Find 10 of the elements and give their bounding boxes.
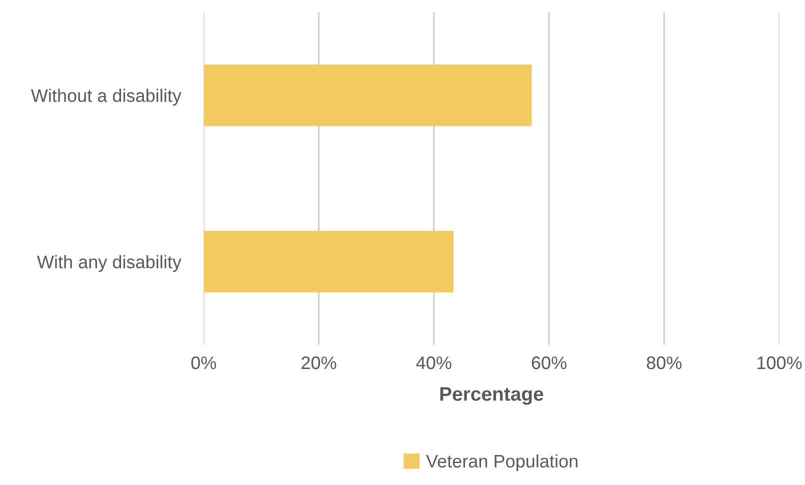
- legend-label: Veteran Population: [426, 454, 578, 472]
- x-tick-label: 100%: [758, 356, 802, 370]
- x-tick-label: 20%: [302, 356, 336, 370]
- x-tick-label: 0%: [191, 356, 216, 370]
- x-tick-label: 40%: [416, 356, 452, 370]
- x-axis-title: Percentage: [440, 387, 544, 405]
- y-tick-label: With any disability: [37, 255, 182, 272]
- x-tick-label: 60%: [532, 356, 566, 370]
- x-tick-label: 80%: [646, 356, 682, 370]
- y-tick-label: Without a disability: [31, 88, 182, 106]
